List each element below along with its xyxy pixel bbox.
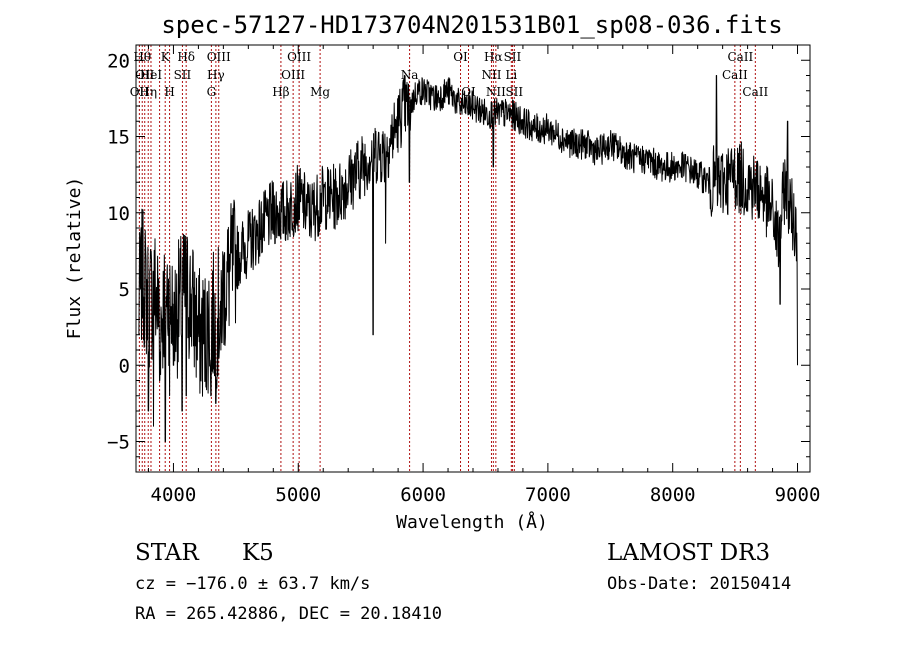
x-tick-label: 5000 bbox=[275, 484, 321, 506]
spectrum-series bbox=[138, 74, 798, 442]
spectral-line-label: Hγ bbox=[207, 68, 225, 82]
spectral-line-label: Li bbox=[505, 68, 517, 82]
line-markers bbox=[138, 45, 756, 472]
y-tick-label: 5 bbox=[119, 279, 130, 301]
y-axis: −5 0 5 10 15 20 bbox=[107, 44, 810, 473]
spectral-line-label: OIII bbox=[207, 50, 231, 64]
object-class: STAR bbox=[135, 540, 199, 566]
x-tick-label: 8000 bbox=[650, 484, 696, 506]
subclass: K5 bbox=[242, 540, 274, 566]
spectral-line-label: OIII bbox=[281, 68, 305, 82]
x-tick-label: 6000 bbox=[400, 484, 446, 506]
spectral-line-label: K bbox=[161, 50, 171, 64]
spectral-line-label: Hβ bbox=[272, 85, 289, 99]
coordinates: RA = 265.42886, DEC = 20.18410 bbox=[135, 604, 442, 624]
x-tick-label: 9000 bbox=[775, 484, 821, 506]
y-tick-label: −5 bbox=[107, 432, 130, 454]
spectrum-line bbox=[138, 74, 798, 442]
y-tick-label: 0 bbox=[119, 355, 130, 377]
x-axis: 4000 5000 6000 7000 8000 9000 bbox=[147, 45, 821, 506]
spectral-line-label: CaII bbox=[742, 85, 768, 99]
spectral-line-label: G bbox=[207, 85, 217, 99]
y-tick-label: 20 bbox=[107, 50, 130, 72]
spectral-line-label: SII bbox=[174, 68, 192, 82]
chart-title: spec-57127-HD173704N201531B01_sp08-036.f… bbox=[161, 11, 782, 39]
obs-date: Obs-Date: 20150414 bbox=[607, 574, 791, 594]
spectral-line-label: OII bbox=[135, 68, 155, 82]
spectral-line-label: OIII bbox=[287, 50, 311, 64]
y-axis-label: Flux (relative) bbox=[64, 177, 85, 340]
redshift-info: cz = −176.0 ± 63.7 km/s bbox=[135, 574, 370, 594]
spectral-line-label: Mg bbox=[310, 85, 330, 99]
spectral-line-label: SII bbox=[504, 50, 522, 64]
spectral-line-label: NII bbox=[481, 68, 501, 82]
y-tick-label: 10 bbox=[107, 203, 130, 225]
spectral-line-label: Hα bbox=[484, 50, 503, 64]
spectral-line-label: OII bbox=[130, 85, 150, 99]
y-tick-label: 15 bbox=[107, 127, 130, 149]
spectral-line-label: SII bbox=[505, 85, 523, 99]
spectral-line-label: CaII bbox=[722, 68, 748, 82]
spectral-line-label: Hη bbox=[139, 85, 157, 99]
x-tick-label: 4000 bbox=[151, 484, 197, 506]
spectral-line-label: H bbox=[164, 85, 174, 99]
x-tick-label: 7000 bbox=[525, 484, 571, 506]
spectral-line-label: Hδ bbox=[177, 50, 195, 64]
spectral-line-label: CaII bbox=[727, 50, 753, 64]
x-axis-label: Wavelength (Å) bbox=[396, 511, 548, 533]
spectral-line-label: HeI bbox=[140, 68, 163, 82]
spectral-line-label: NII bbox=[486, 85, 506, 99]
spectral-line-label: OI bbox=[453, 50, 468, 64]
survey-name: LAMOST DR3 bbox=[607, 540, 770, 566]
